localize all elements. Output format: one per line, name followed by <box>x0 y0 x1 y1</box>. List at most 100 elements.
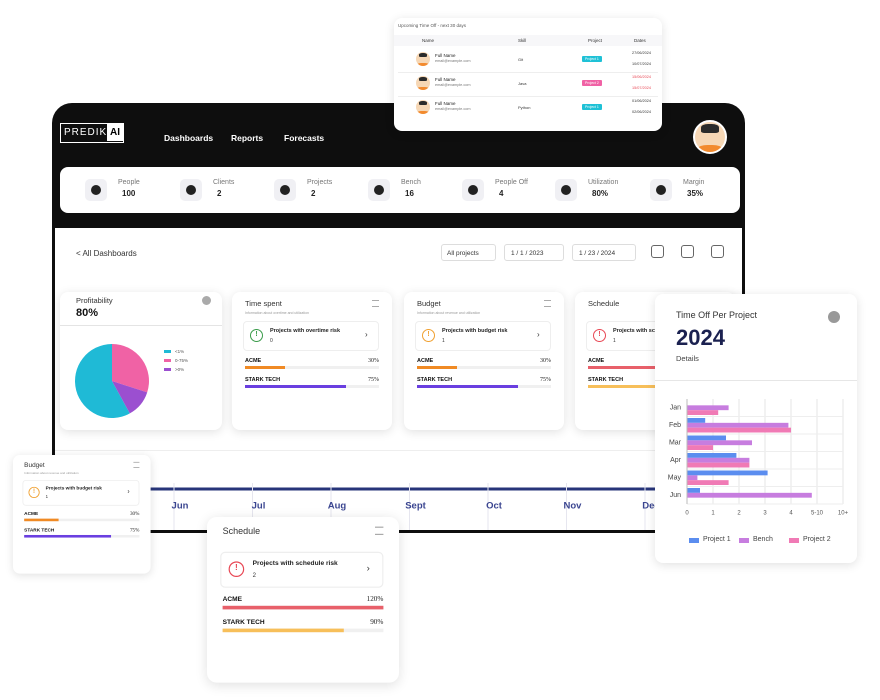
project-pill: Project 1 <box>582 104 602 110</box>
legend-label: <1% <box>175 349 184 354</box>
logo-badge: AI <box>107 124 123 141</box>
card-title: Schedule <box>588 299 620 308</box>
stats-bar: People 100 Clients 2 Projects 2 Bench 16 People … <box>60 167 740 213</box>
chevron[interactable]: › <box>537 330 540 339</box>
nav-link[interactable]: Forecasts <box>284 133 325 143</box>
row-divider <box>398 72 658 73</box>
risk-label: Projects with schedule risk <box>613 328 684 334</box>
toolbar-icon[interactable] <box>681 245 694 258</box>
legend-swatch <box>739 538 749 543</box>
stat-label: People Off <box>495 179 528 186</box>
project-filter[interactable]: All projects <box>441 244 496 261</box>
project-name: STARK TECH <box>222 619 265 627</box>
cell-email: email@example.com <box>435 83 471 87</box>
project-name: ACME <box>222 596 243 604</box>
nav-link[interactable]: Reports <box>231 133 264 143</box>
progress-fill <box>222 605 384 609</box>
risk-card: Schedule! Projects with schedule risk 2 › AC… <box>207 517 399 683</box>
avatar-shirt <box>417 62 429 66</box>
progress-fill <box>24 518 59 521</box>
stat-glyph <box>561 185 571 195</box>
stat-icon <box>650 179 672 201</box>
avatar <box>416 76 430 90</box>
project-name: STARK TECH <box>24 528 55 534</box>
y-tick-label: Mar <box>669 440 682 447</box>
chevron[interactable]: › <box>365 330 368 339</box>
avatar <box>416 52 430 66</box>
risk-label: Projects with overtime risk <box>270 328 340 334</box>
chevron[interactable]: › <box>366 562 370 574</box>
risk-count: 1 <box>45 494 49 500</box>
cell-email: email@example.com <box>435 59 471 63</box>
toolbar-icon[interactable] <box>711 245 724 258</box>
expand-icon <box>372 300 379 307</box>
bar <box>687 410 719 415</box>
nav-link[interactable]: Dashboards <box>164 133 214 143</box>
chevron[interactable]: › <box>127 487 130 496</box>
start-date[interactable]: 1 / 1 / 2023 <box>504 244 564 261</box>
end-date[interactable]: 1 / 23 / 2024 <box>572 244 636 261</box>
stat-icon <box>555 179 577 201</box>
row-divider <box>398 96 658 97</box>
card-title: Budget <box>24 461 45 469</box>
timeline-divider <box>55 450 742 451</box>
timeline-month: Oct <box>486 501 503 512</box>
stat-item: People Off 4 <box>462 177 552 203</box>
project-percent: 30% <box>368 358 379 364</box>
project-name: ACME <box>245 358 262 364</box>
stat-icon <box>85 179 107 201</box>
project-percent: 120% <box>366 596 384 604</box>
progress-track <box>417 366 551 369</box>
logo-text: PREDIKT <box>64 127 115 138</box>
bar <box>687 480 729 485</box>
stat-item: Utilization 80% <box>555 177 645 203</box>
avatar-shirt <box>698 145 722 152</box>
chart-svg: <1% 0-75% >0% <box>75 344 188 418</box>
bar <box>687 435 726 441</box>
cell-name: Full Name <box>435 53 456 58</box>
stat-value: 16 <box>405 189 414 198</box>
back-link[interactable]: < All Dashboards <box>76 249 137 258</box>
risk-count: 1 <box>613 338 616 344</box>
legend-label: 0-75% <box>175 358 188 363</box>
stat-glyph <box>374 185 384 195</box>
cell-end: 02/06/2024 <box>632 110 652 114</box>
bar <box>687 422 789 428</box>
bar <box>687 453 737 458</box>
x-tick-label: 1 <box>711 511 715 517</box>
cell-end: 10/07/2024 <box>632 62 652 66</box>
toolbar-icon[interactable] <box>651 245 664 258</box>
card-title: Schedule <box>222 525 261 537</box>
risk-card: Budget Information about revenue and util… <box>404 292 564 430</box>
table-header: Name <box>422 38 435 43</box>
x-tick-label: 3 <box>763 511 767 517</box>
chart-subtitle: 2024 <box>676 325 725 350</box>
bar <box>687 470 768 476</box>
y-tick-label: Jan <box>670 405 681 412</box>
progress-fill <box>417 385 518 388</box>
bar <box>687 418 706 423</box>
cell-end: 15/07/2024 <box>632 86 652 90</box>
risk-box: ! Projects with budget risk 1 › <box>22 479 140 506</box>
project-name: STARK TECH <box>245 377 281 383</box>
risk-box: ! Projects with overtime risk 0 › <box>243 321 379 351</box>
divider <box>60 325 222 326</box>
stat-glyph <box>186 185 196 195</box>
stat-icon <box>274 179 296 201</box>
x-tick-label: 5-10 <box>811 511 824 517</box>
stat-value: 4 <box>499 189 504 198</box>
table-header-bg <box>394 35 662 46</box>
stat-item: Clients 2 <box>180 177 270 203</box>
risk-label: Projects with budget risk <box>45 485 102 492</box>
y-tick-label: May <box>668 475 682 482</box>
legend-label: Project 1 <box>703 536 731 543</box>
project-name: ACME <box>588 358 605 364</box>
stat-label: Margin <box>683 179 705 186</box>
card-subtitle: Information about overtime and utilizati… <box>245 311 310 315</box>
avatar <box>693 120 727 154</box>
pie-slice <box>75 344 130 418</box>
project-name: ACME <box>417 358 434 364</box>
table-header: Project <box>588 38 603 43</box>
info-icon <box>828 311 840 323</box>
